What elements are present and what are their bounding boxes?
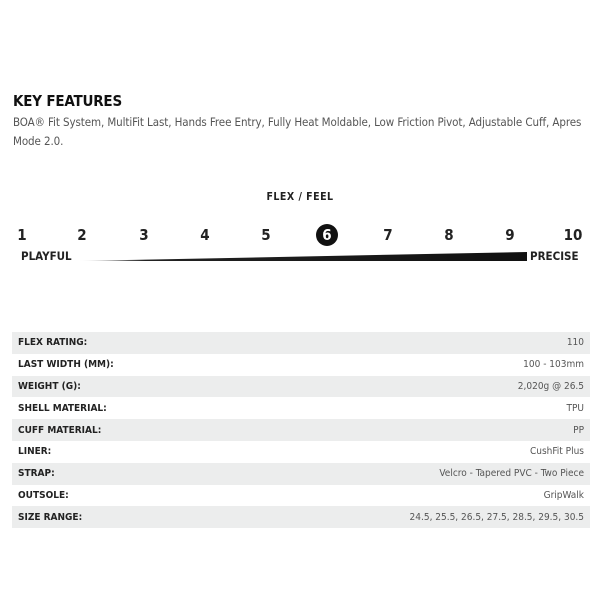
spec-value: PP [573, 424, 584, 436]
key-features-title: KEY FEATURES [13, 92, 122, 110]
flex-scale-number: 9 [505, 226, 515, 244]
flex-feel-title: FLEX / FEEL [266, 191, 334, 203]
flex-scale-number: 2 [77, 226, 87, 244]
spec-value: CushFit Plus [529, 446, 584, 458]
spec-label: LINER: [18, 446, 52, 458]
spec-value: 100 - 103mm [523, 359, 584, 371]
flex-scale-number: 1 [17, 226, 27, 244]
spec-label: STRAP: [18, 468, 55, 480]
flex-scale-number: 10 [563, 226, 583, 244]
flex-scale-number: 7 [383, 226, 393, 244]
spec-row: LAST WIDTH (MM): 100 - 103mm [12, 354, 590, 376]
spec-label: LAST WIDTH (MM): [18, 359, 114, 371]
spec-value: GripWalk [543, 489, 584, 501]
spec-label: FLEX RATING: [18, 337, 88, 349]
spec-row: FLEX RATING: 110 [12, 332, 590, 354]
spec-value: 2,020g @ 26.5 [517, 380, 584, 392]
key-features-text: BOA® Fit System, MultiFit Last, Hands Fr… [13, 115, 582, 148]
spec-row: OUTSOLE: GripWalk [12, 485, 590, 507]
spec-row: LINER: CushFit Plus [12, 441, 590, 463]
spec-label: SHELL MATERIAL: [18, 402, 107, 414]
flex-scale-number: 8 [444, 226, 454, 244]
spec-row: SIZE RANGE: 24.5, 25.5, 26.5, 27.5, 28.5,… [12, 506, 590, 529]
spec-label: SIZE RANGE: [18, 511, 83, 523]
spec-value: TPU [566, 402, 584, 414]
spec-row: CUFF MATERIAL: PP [12, 419, 590, 441]
spec-value: Velcro - Tapered PVC - Two Piece [439, 468, 584, 480]
precise-label: PRECISE [530, 249, 579, 263]
spec-label: CUFF MATERIAL: [18, 424, 102, 436]
flex-scale-selected: 6 [316, 224, 338, 246]
spec-value: 110 [566, 337, 584, 349]
specs-table: FLEX RATING: 110 LAST WIDTH (MM): 100 - 103… [12, 332, 590, 529]
playful-label: PLAYFUL [21, 249, 72, 263]
spec-row: STRAP: Velcro - Tapered PVC - Two Piece [12, 462, 590, 485]
flex-scale-number: 3 [139, 226, 149, 244]
spec-label: WEIGHT (G): [18, 380, 81, 392]
flex-scale-number: 5 [261, 226, 271, 244]
spec-value: 24.5, 25.5, 26.5, 27.5, 28.5, 29.5, 30.5 [409, 511, 584, 523]
spec-row: WEIGHT (G): 2,020g @ 26.5 [12, 375, 590, 398]
flex-scale-number: 4 [200, 226, 210, 244]
spec-label: OUTSOLE: [18, 489, 69, 501]
spec-row: SHELL MATERIAL: TPU [12, 397, 590, 419]
